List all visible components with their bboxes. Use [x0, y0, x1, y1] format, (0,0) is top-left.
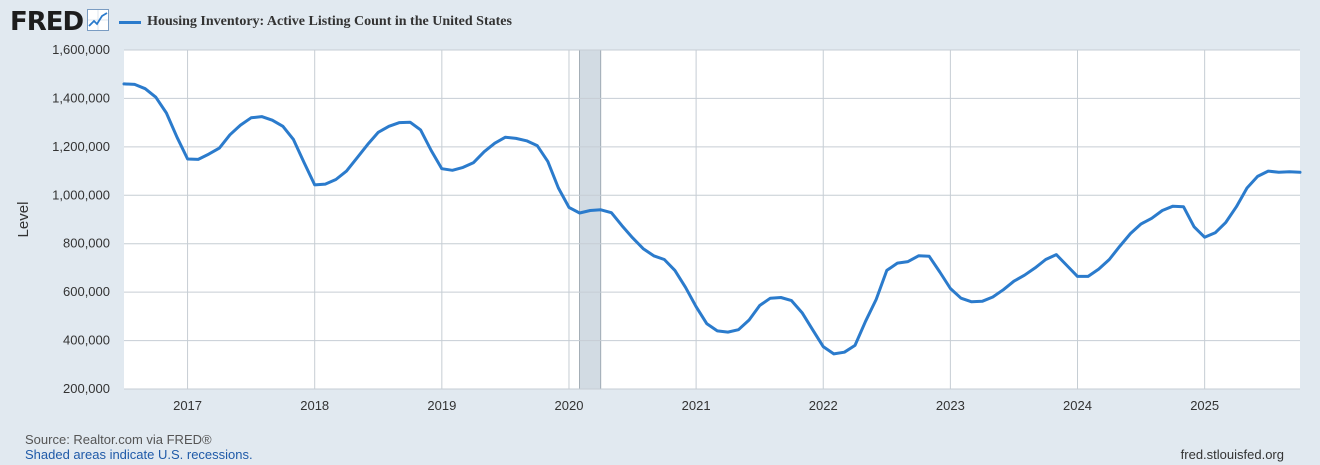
y-tick-label: 1,000,000	[52, 187, 110, 202]
x-tick-label: 2017	[173, 398, 202, 413]
x-tick-label: 2022	[809, 398, 838, 413]
chart-line-icon	[87, 8, 110, 36]
y-tick-label: 200,000	[63, 381, 110, 396]
series-line-active-listings[interactable]	[122, 82, 1302, 356]
x-tick-label: 2025	[1190, 398, 1219, 413]
x-axis-ticks: 2017 2018 2019 2020 2021 2022 2023 2024 2025	[173, 398, 1219, 413]
fred-logo-text: FRED	[10, 7, 84, 37]
x-tick-label: 2021	[682, 398, 711, 413]
y-tick-label: 600,000	[63, 284, 110, 299]
recession-shading	[579, 49, 602, 390]
y-axis-ticks: 200,000 400,000 600,000 800,000 1,000,000 1,2…	[52, 42, 110, 396]
x-tick-label: 2024	[1063, 398, 1092, 413]
x-tick-label: 2019	[427, 398, 456, 413]
y-tick-label: 1,400,000	[52, 90, 110, 105]
footer-notes: Source: Realtor.com via FRED® Shaded are…	[25, 432, 253, 462]
recession-note-link[interactable]: Shaded areas indicate U.S. recessions.	[25, 447, 253, 462]
line-chart: 200,000 400,000 600,000 800,000 1,000,000 1,2…	[15, 42, 1302, 413]
y-axis-title: Level	[15, 202, 32, 238]
y-tick-label: 400,000	[63, 333, 110, 348]
fred-logo[interactable]: FRED	[10, 7, 110, 37]
x-tick-label: 2020	[555, 398, 584, 413]
legend: Housing Inventory: Active Listing Count …	[119, 14, 512, 30]
x-tick-label: 2018	[300, 398, 329, 413]
recession-bar-0	[579, 49, 602, 390]
x-tick-label: 2023	[936, 398, 965, 413]
site-url[interactable]: fred.stlouisfed.org	[1180, 447, 1284, 462]
y-tick-label: 800,000	[63, 236, 110, 251]
source-text: Source: Realtor.com via FRED®	[25, 432, 212, 447]
plot-area	[124, 50, 1300, 389]
y-tick-label: 1,200,000	[52, 139, 110, 154]
legend-swatch	[119, 20, 142, 24]
legend-label: Housing Inventory: Active Listing Count …	[147, 14, 512, 29]
chart-header: FRED Housing Inventory: Active Listing C…	[10, 6, 512, 38]
gridlines	[124, 49, 1300, 390]
y-tick-label: 1,600,000	[52, 42, 110, 57]
